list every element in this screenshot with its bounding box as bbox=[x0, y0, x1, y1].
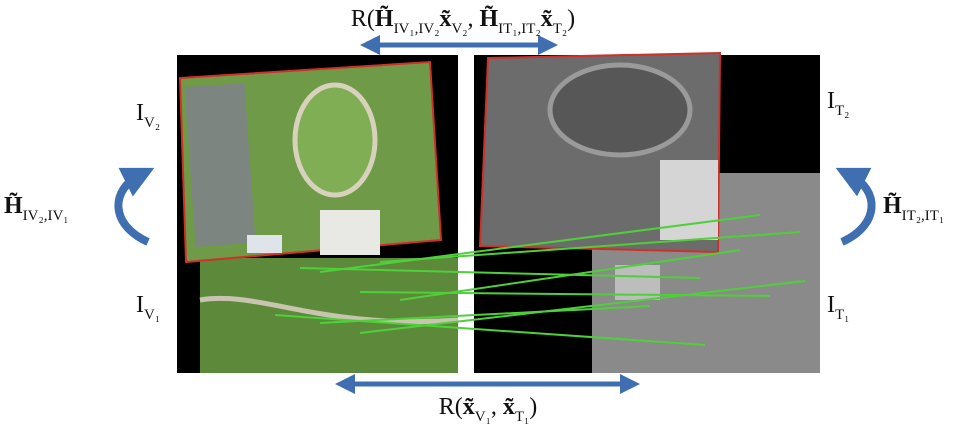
label-part: , bbox=[468, 6, 480, 32]
label-part: I bbox=[136, 292, 144, 318]
label-part: R( bbox=[351, 6, 375, 32]
label-part: V₁ bbox=[144, 307, 160, 323]
label-part: ) bbox=[529, 394, 537, 420]
label-part: I bbox=[827, 88, 835, 114]
curved-arrow bbox=[118, 175, 148, 242]
label-part: x̃ bbox=[463, 394, 475, 420]
label: H̃IV₂,IV₁ bbox=[4, 193, 69, 224]
label-part: T₁ bbox=[515, 409, 529, 425]
label-part: IT₂,IT₁ bbox=[902, 208, 945, 224]
label-part: I bbox=[136, 100, 144, 126]
label-part: T₁ bbox=[835, 307, 849, 323]
figure: R(H̃IV₁,IV₂x̃V₂, H̃IT₁,IT₂x̃T₂) R(x̃V₁, … bbox=[0, 0, 979, 431]
label-part: , bbox=[491, 394, 503, 420]
label-part: IT₁,IT₂ bbox=[498, 21, 541, 37]
label-part: R( bbox=[439, 394, 463, 420]
label-part: H̃ bbox=[480, 6, 499, 32]
label-part: IV₂,IV₁ bbox=[23, 208, 69, 224]
label-part: V₁ bbox=[475, 409, 491, 425]
bottom-formula: R(x̃V₁, x̃T₁) bbox=[439, 394, 537, 425]
label-part: IV₁,IV₂ bbox=[394, 21, 440, 37]
label: IT₁ bbox=[827, 292, 849, 323]
field bbox=[550, 65, 690, 155]
label: IV₂ bbox=[136, 100, 160, 131]
label-part: x̃ bbox=[439, 6, 451, 32]
roof bbox=[660, 160, 718, 240]
label-part: H̃ bbox=[4, 193, 23, 219]
label: IV₁ bbox=[136, 292, 160, 323]
field bbox=[295, 85, 375, 195]
parking-lot bbox=[184, 83, 255, 247]
label-part: T₂ bbox=[553, 21, 567, 37]
label-part: x̃ bbox=[503, 394, 515, 420]
roof bbox=[320, 210, 380, 255]
label-part: I bbox=[827, 292, 835, 318]
label-part: ) bbox=[567, 6, 575, 32]
label: H̃IT₂,IT₁ bbox=[883, 193, 944, 224]
label-part: T₂ bbox=[835, 103, 849, 119]
label-part: H̃ bbox=[375, 6, 394, 32]
top-formula: R(H̃IV₁,IV₂x̃V₂, H̃IT₁,IT₂x̃T₂) bbox=[351, 6, 575, 37]
curved-arrow bbox=[842, 175, 872, 242]
label-part: V₂ bbox=[451, 21, 467, 37]
label: IT₂ bbox=[827, 88, 849, 119]
label-part: x̃ bbox=[541, 6, 553, 32]
label-part: V₂ bbox=[144, 115, 160, 131]
roof bbox=[247, 235, 282, 253]
label-part: H̃ bbox=[883, 193, 902, 219]
